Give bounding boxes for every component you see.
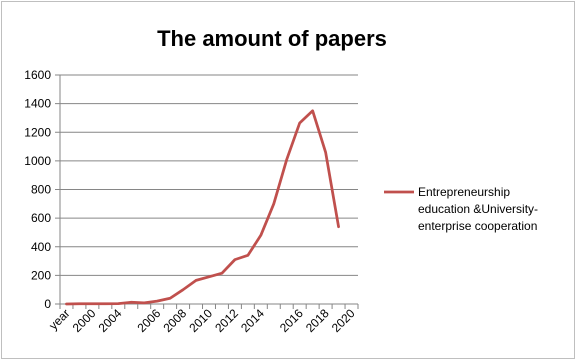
data-point xyxy=(260,234,262,236)
legend-label-line: enterprise cooperation xyxy=(418,219,537,233)
legend: Entrepreneurship education &University-en… xyxy=(384,185,538,233)
y-tick-label: 400 xyxy=(31,240,51,254)
data-point xyxy=(117,302,119,304)
data-point xyxy=(234,258,236,260)
data-point xyxy=(208,276,210,278)
legend-label-line: education &University- xyxy=(418,202,538,216)
x-tick-label: 2004 xyxy=(96,306,125,335)
data-point xyxy=(91,303,93,305)
data-point xyxy=(169,297,171,299)
data-point xyxy=(104,303,106,305)
gridlines xyxy=(60,74,358,276)
x-tick-label: 2020 xyxy=(329,306,358,335)
y-tick-label: 600 xyxy=(31,211,51,225)
data-point xyxy=(286,158,288,160)
data-point xyxy=(143,302,145,304)
data-point xyxy=(195,279,197,281)
y-tick-label: 200 xyxy=(31,268,51,282)
y-tick-label: 800 xyxy=(31,183,51,197)
data-point xyxy=(78,303,80,305)
chart-title: The amount of papers xyxy=(157,26,387,51)
y-axis-tick-labels: 0 200 400 600 800 1000 1200 1400 1600 xyxy=(24,68,51,311)
x-tick-label: 2012 xyxy=(212,306,241,335)
y-tick-label: 1600 xyxy=(24,68,51,82)
series-line-0 xyxy=(65,109,340,306)
y-tick-label: 1400 xyxy=(24,97,51,111)
data-point xyxy=(298,122,300,124)
y-tick-label: 1200 xyxy=(24,125,51,139)
x-tick-label: 2018 xyxy=(303,306,332,335)
data-point xyxy=(65,303,67,305)
data-point xyxy=(182,288,184,290)
y-tick-label: 0 xyxy=(44,297,51,311)
x-tick-label: 2008 xyxy=(160,306,189,335)
x-tick-label: 2014 xyxy=(238,306,267,335)
x-tick-label: 2000 xyxy=(70,306,99,335)
data-point xyxy=(311,110,313,112)
data-point xyxy=(273,203,275,205)
data-point xyxy=(324,151,326,153)
data-point xyxy=(221,272,223,274)
data-point xyxy=(337,226,339,228)
x-tick-label: 2010 xyxy=(186,306,215,335)
y-tick-label: 1000 xyxy=(24,154,51,168)
x-tick-label: 2006 xyxy=(135,306,164,335)
data-point xyxy=(247,254,249,256)
data-point xyxy=(130,301,132,303)
data-point xyxy=(156,300,158,302)
series-lines xyxy=(65,109,340,306)
x-tick-label: 2016 xyxy=(277,306,306,335)
legend-label-line: Entrepreneurship xyxy=(418,185,510,199)
